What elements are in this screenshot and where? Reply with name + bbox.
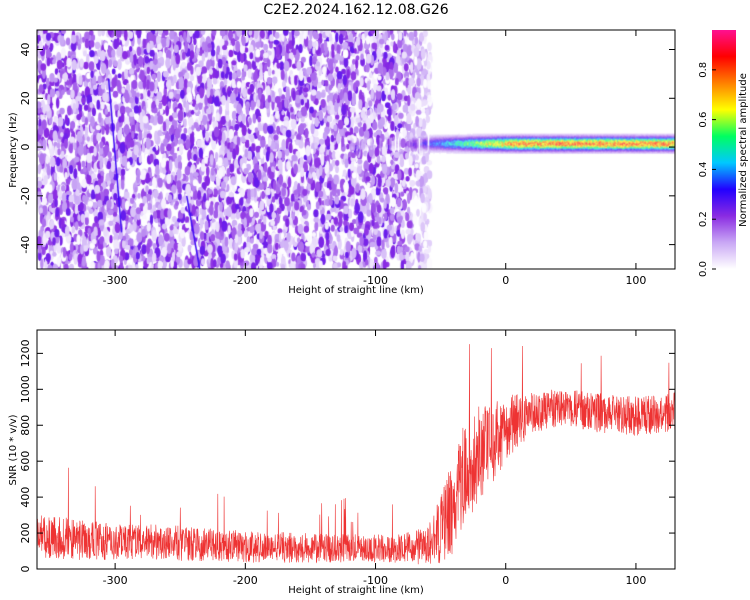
colorbar-tick-label: 0.2	[698, 211, 709, 227]
y-tick-label: -40	[19, 236, 32, 254]
spectrogram-heatmap	[37, 30, 675, 269]
x-tick-label: -100	[363, 274, 388, 287]
snr-y-axis-label: SNR (10 * v/v)	[8, 414, 19, 485]
snr-frame	[36, 329, 676, 570]
y-tick-label: 1000	[19, 375, 32, 403]
snr-series-line	[37, 344, 675, 565]
colorbar-label: Normalized spectral amplitude	[738, 73, 749, 227]
spectrogram-x-ticks: -300 -200 -100 0 100	[103, 30, 646, 287]
spectrogram-y-ticks: -40 -20 0 20 40	[19, 43, 675, 254]
x-tick-label: 0	[502, 274, 509, 287]
x-tick-label: -200	[233, 574, 258, 587]
colorbar-tick-label: 0.6	[698, 112, 709, 128]
y-tick-label: 600	[19, 451, 32, 472]
snr-x-ticks: -300 -200 -100 0 100	[103, 330, 646, 587]
x-tick-label: -300	[103, 574, 128, 587]
colorbar-tick-label: 0.4	[698, 161, 709, 177]
y-tick-label: 1200	[19, 339, 32, 367]
y-tick-label: 0	[19, 144, 32, 151]
colorbar-tick-label: 0.8	[698, 62, 709, 78]
colorbar: 0.0 0.2 0.4 0.6 0.8 Normalized spectral ampl…	[698, 30, 749, 277]
y-tick-label: 200	[19, 523, 32, 544]
figure-title: C2E2.2024.162.12.08.G26	[263, 2, 448, 18]
x-tick-label: 0	[502, 574, 509, 587]
y-tick-label: 800	[19, 415, 32, 436]
y-tick-label: 400	[19, 487, 32, 508]
snr-x-axis-label: Height of straight line (km)	[288, 585, 424, 596]
colorbar-tick-label: 0.0	[698, 261, 709, 277]
y-tick-label: 40	[19, 43, 32, 57]
colorbar-gradient	[712, 30, 736, 269]
spectrogram-frame	[36, 29, 676, 270]
y-tick-label: 20	[19, 91, 32, 105]
x-tick-label: -200	[233, 274, 258, 287]
snr-y-ticks: 0 200 400 600 800 1000 1200	[19, 339, 675, 573]
snr-panel: -300 -200 -100 0 100 0 200 400 600 800 1000 1200 H…	[8, 329, 676, 596]
spectrogram-x-axis-label: Height of straight line (km)	[288, 285, 424, 296]
y-tick-label: 0	[19, 566, 32, 573]
x-tick-label: 100	[625, 274, 646, 287]
y-tick-label: -20	[19, 187, 32, 205]
x-tick-label: 100	[625, 574, 646, 587]
x-tick-label: -100	[363, 574, 388, 587]
x-tick-label: -300	[103, 274, 128, 287]
spectrogram-y-axis-label: Frequency (Hz)	[8, 112, 19, 188]
colorbar-ticks: 0.0 0.2 0.4 0.6 0.8	[698, 62, 716, 277]
